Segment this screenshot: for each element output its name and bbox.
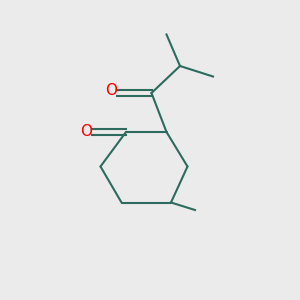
Text: O: O — [80, 124, 92, 140]
Text: O: O — [106, 83, 118, 98]
